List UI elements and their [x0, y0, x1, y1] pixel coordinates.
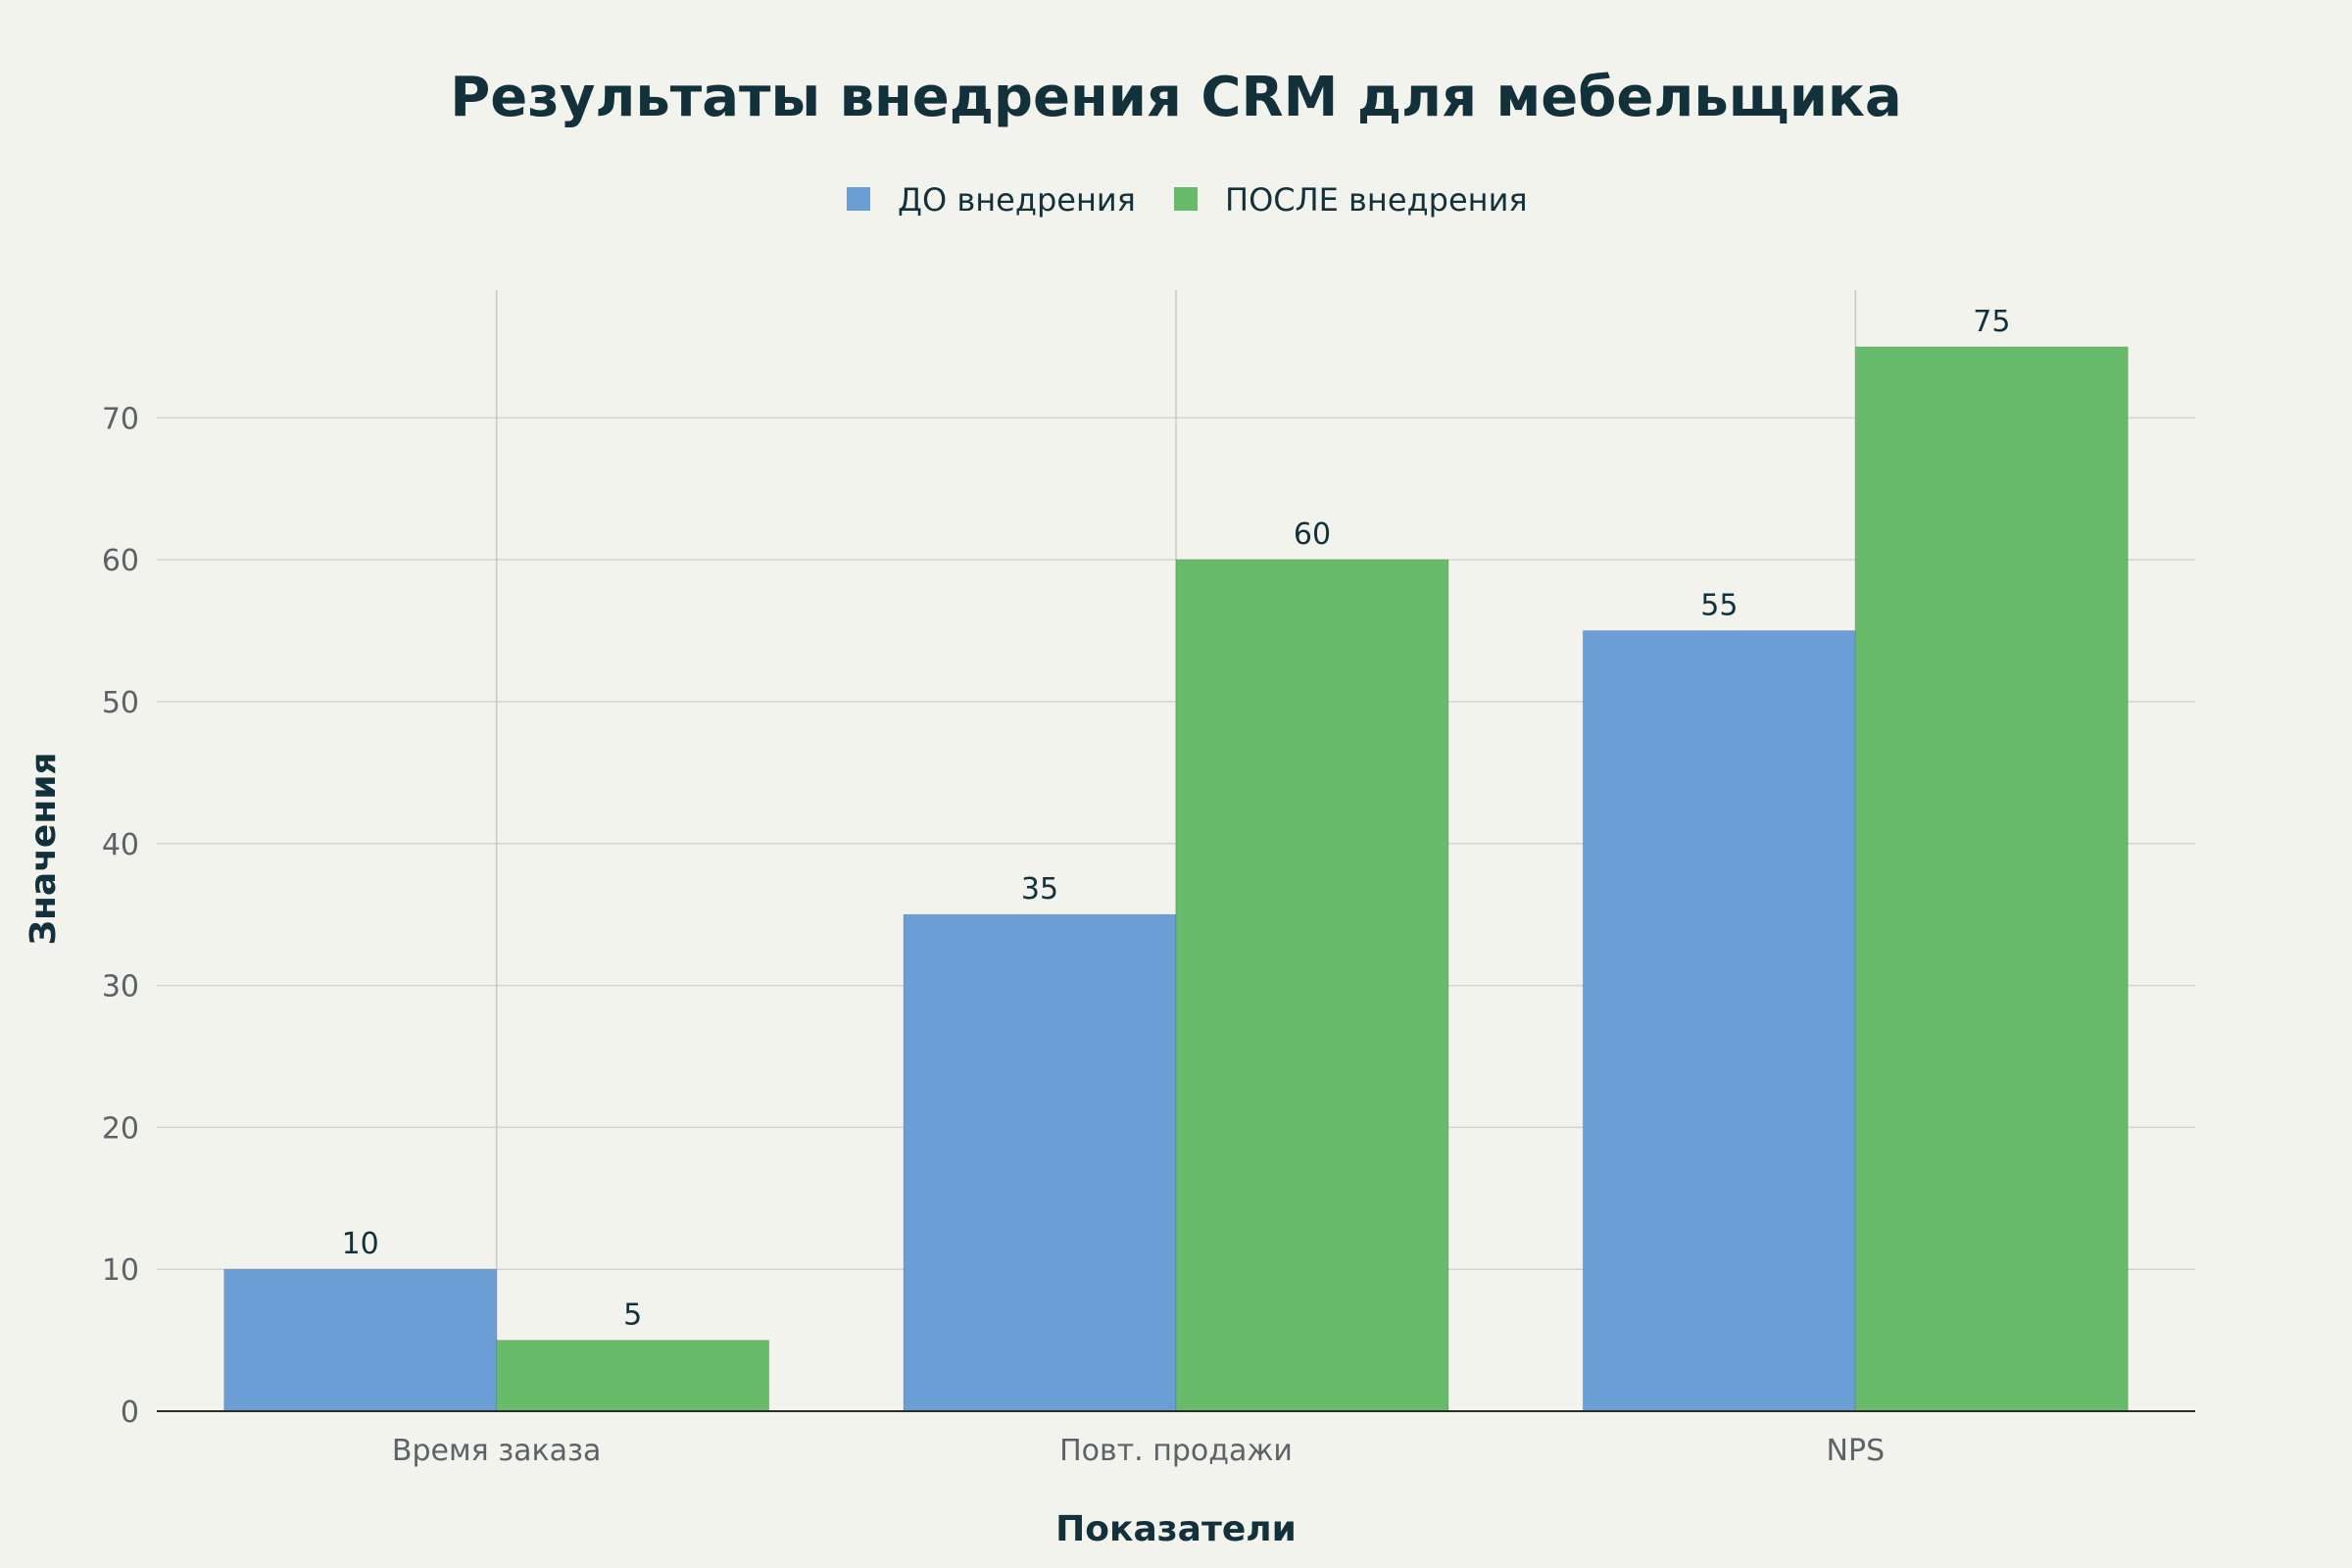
y-tick-labels: 0 10 20 30 40 50 60 70 — [102, 402, 139, 1430]
y-tick-label: 20 — [102, 1111, 139, 1146]
bar-value-label: 75 — [1973, 305, 2010, 339]
legend: ДО внедрения ПОСЛЕ внедрения — [847, 181, 1528, 219]
bar — [496, 1340, 770, 1412]
legend-label: ДО внедрения — [898, 181, 1136, 219]
bar-value-label: 35 — [1021, 872, 1058, 906]
bars — [223, 346, 2129, 1412]
y-tick-label: 0 — [121, 1396, 139, 1430]
bar — [903, 913, 1177, 1412]
data-labels: 10 5 35 60 55 75 — [342, 305, 2011, 1333]
y-tick-label: 40 — [102, 828, 139, 862]
bar-value-label: 5 — [623, 1298, 642, 1333]
y-tick-label: 10 — [102, 1253, 139, 1288]
chart-title: Результаты внедрения CRM для мебельщика — [450, 66, 1901, 129]
y-tick-label: 70 — [102, 402, 139, 436]
bar — [1854, 346, 2129, 1412]
bar — [1175, 559, 1449, 1412]
x-tick-labels: Время заказа Повт. продажи NPS — [392, 1434, 1885, 1468]
y-tick-label: 30 — [102, 970, 139, 1004]
y-axis-title: Значения — [24, 752, 64, 945]
y-tick-label: 50 — [102, 686, 139, 720]
x-tick-label: NPS — [1827, 1434, 1886, 1468]
bar-value-label: 55 — [1700, 589, 1738, 623]
legend-swatch — [1174, 187, 1198, 211]
bar-value-label: 10 — [342, 1227, 379, 1261]
bar — [223, 1268, 498, 1412]
bar — [1582, 630, 1856, 1412]
legend-label: ПОСЛЕ внедрения — [1225, 181, 1528, 219]
legend-swatch — [847, 187, 870, 211]
x-axis-title: Показатели — [1055, 1509, 1297, 1549]
y-tick-label: 60 — [102, 544, 139, 578]
x-tick-label: Время заказа — [392, 1434, 601, 1468]
x-tick-label: Повт. продажи — [1059, 1434, 1293, 1468]
bar-value-label: 60 — [1294, 517, 1331, 552]
